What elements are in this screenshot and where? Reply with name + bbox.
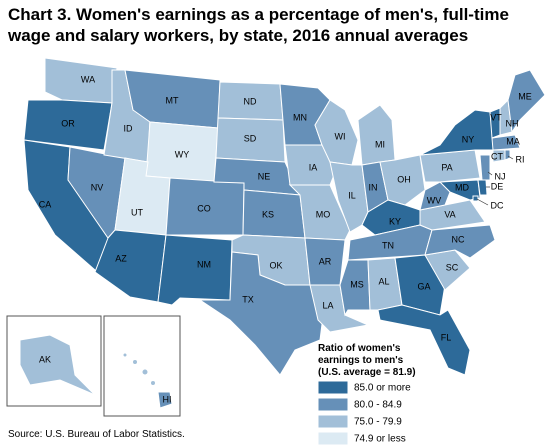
state-label: MO — [316, 209, 331, 219]
state-label: TN — [382, 240, 394, 250]
state — [198, 251, 326, 376]
state-label: MT — [166, 95, 179, 105]
state-label: VA — [444, 209, 455, 219]
state-label: MN — [293, 112, 307, 122]
state — [504, 149, 511, 161]
state-label: VT — [490, 112, 502, 122]
legend-title: Ratio of women's — [318, 343, 401, 354]
state — [377, 304, 471, 376]
legend-swatch — [317, 431, 349, 446]
hawaii-inset — [103, 315, 181, 417]
state-label: NM — [197, 259, 211, 269]
legend-swatch — [317, 397, 349, 412]
state-label: CA — [39, 199, 52, 209]
state — [19, 334, 96, 396]
legend-swatch — [317, 380, 349, 395]
state-label: KY — [389, 216, 401, 226]
title-line: wage and salary workers, by state, 2016 … — [7, 26, 468, 45]
state-label: WI — [335, 131, 346, 141]
state-label: WV — [427, 195, 442, 205]
state — [157, 234, 233, 306]
state — [472, 195, 479, 202]
state-label: ND — [244, 96, 257, 106]
state-label: DE — [491, 181, 504, 191]
state — [394, 254, 446, 316]
title-line: Chart 3. Women's earnings as a percentag… — [8, 5, 509, 24]
state-label: OK — [269, 260, 282, 270]
state-label: NY — [462, 134, 475, 144]
legend-label: 74.9 or less — [354, 434, 406, 445]
state-label: HI — [163, 394, 172, 404]
state-label: TX — [242, 294, 254, 304]
state-label: GA — [417, 281, 430, 291]
state-label: MI — [375, 139, 385, 149]
state-label: SD — [244, 133, 257, 143]
state-label: NE — [258, 171, 271, 181]
state-label: NH — [506, 118, 519, 128]
state-label: CO — [197, 203, 211, 213]
state-labels: WA OR CA NV ID MT WY UT AZ CO NM ND SD NE KS OK TX MN IA MO… — [39, 74, 532, 404]
state — [507, 69, 546, 134]
states — [19, 57, 546, 409]
state-label: PA — [441, 162, 452, 172]
source: Source: U.S. Bureau of Labor Statistics. — [8, 429, 185, 440]
state — [491, 134, 521, 151]
state-label: OH — [397, 174, 411, 184]
state-label: WA — [81, 74, 95, 84]
state — [477, 179, 488, 196]
state-label: AZ — [115, 253, 127, 263]
state — [157, 391, 173, 409]
state — [424, 224, 496, 259]
hawaii-islands — [122, 352, 156, 386]
state-label: LA — [322, 300, 333, 310]
state-label: WY — [175, 149, 190, 159]
state-label: AL — [378, 276, 389, 286]
state-label: IN — [369, 182, 378, 192]
state-label: AK — [39, 354, 51, 364]
state-label: DC — [491, 200, 504, 210]
legend-swatch — [317, 414, 349, 429]
state-label: RI — [516, 154, 525, 164]
state-label: MA — [506, 136, 520, 146]
state-label: IL — [348, 190, 356, 200]
legend-label: 80.0 - 84.9 — [354, 400, 402, 411]
legend: 85.0 or more 80.0 - 84.9 75.0 - 79.9 74.9 o… — [317, 380, 411, 446]
state-label: MS — [350, 279, 364, 289]
state-label: KS — [262, 209, 274, 219]
state-label: ME — [518, 91, 532, 101]
leader-lines — [476, 155, 514, 206]
state-label: NJ — [495, 171, 506, 181]
state-label: FL — [441, 332, 452, 342]
state-label: OR — [61, 118, 75, 128]
state-label: NC — [452, 234, 465, 244]
state-label: MD — [455, 182, 469, 192]
state-label: CT — [491, 151, 503, 161]
state-label: NV — [91, 182, 104, 192]
state — [357, 104, 396, 166]
state — [479, 154, 491, 181]
alaska-inset — [6, 315, 102, 407]
state — [419, 109, 495, 156]
legend-title: earnings to men's — [318, 355, 404, 366]
legend-label: 85.0 or more — [354, 383, 411, 394]
state-label: SC — [446, 262, 459, 272]
state-label: ID — [124, 123, 134, 133]
state-label: IA — [309, 162, 318, 172]
legend-title: (U.S. average = 81.9) — [318, 367, 416, 378]
state-label: UT — [131, 207, 143, 217]
state-label: AR — [319, 256, 332, 266]
legend-label: 75.0 - 79.9 — [354, 417, 402, 428]
